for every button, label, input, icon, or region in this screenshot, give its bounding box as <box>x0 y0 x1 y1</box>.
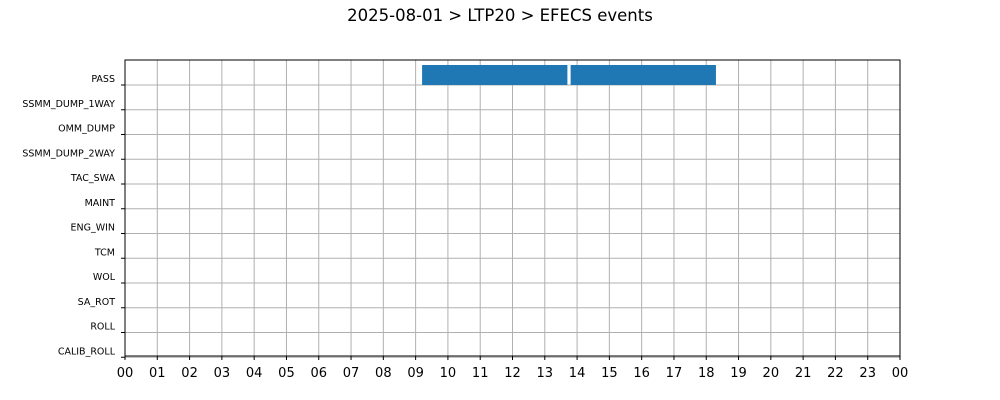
event-bars <box>422 65 716 85</box>
x-tick-label: 13 <box>537 366 554 381</box>
y-tick-label-wol: WOL <box>93 272 116 283</box>
x-tick-label: 02 <box>181 366 198 381</box>
x-tick-label: 18 <box>698 366 715 381</box>
x-tick-label: 10 <box>440 366 457 381</box>
x-tick-label: 00 <box>892 366 909 381</box>
y-tick-labels: PASS SSMM_DUMP_1WAY OMM_DUMP SSMM_DUMP_2WAY… <box>22 74 115 357</box>
x-tick-label: 17 <box>666 366 683 381</box>
x-tick-label: 04 <box>246 366 263 381</box>
event-bar-pass <box>422 65 568 85</box>
y-tick-label-tcm: TCM <box>94 247 115 258</box>
y-tick-label-ssmm-dump-2way: SSMM_DUMP_2WAY <box>22 148 115 159</box>
x-tick-label: 19 <box>730 366 747 381</box>
x-tick-label: 01 <box>149 366 166 381</box>
y-tick-label-sa-rot: SA_ROT <box>78 297 116 308</box>
axis-ticks <box>121 84 901 360</box>
y-tick-label-maint: MAINT <box>85 198 116 209</box>
x-tick-label: 09 <box>407 366 424 381</box>
x-tick-label: 00 <box>117 366 134 381</box>
x-tick-label: 08 <box>375 366 392 381</box>
x-tick-label: 15 <box>601 366 618 381</box>
x-tick-label: 05 <box>278 366 295 381</box>
x-tick-label: 20 <box>763 366 780 381</box>
y-tick-label-eng-win: ENG_WIN <box>70 223 115 234</box>
grid-lines <box>124 60 901 358</box>
x-tick-label: 11 <box>472 366 489 381</box>
x-tick-label: 06 <box>310 366 327 381</box>
event-bar-pass <box>570 65 716 85</box>
y-tick-label-pass: PASS <box>91 74 115 85</box>
x-tick-label: 12 <box>504 366 521 381</box>
x-tick-label: 07 <box>343 366 360 381</box>
x-tick-label: 21 <box>795 366 812 381</box>
x-tick-label: 03 <box>214 366 231 381</box>
chart-title: 2025-08-01 > LTP20 > EFECS events <box>347 6 653 25</box>
y-tick-label-ssmm-dump-1way: SSMM_DUMP_1WAY <box>22 99 115 110</box>
y-tick-label-roll: ROLL <box>90 322 115 333</box>
x-tick-label: 14 <box>569 366 586 381</box>
x-tick-label: 16 <box>633 366 650 381</box>
x-tick-label: 23 <box>859 366 876 381</box>
y-tick-label-tac-swa: TAC_SWA <box>70 173 116 184</box>
x-tick-labels: 00 01 02 03 04 05 06 07 08 09 10 11 12 13 14 15 16 17 18 19… <box>117 366 909 381</box>
x-tick-label: 22 <box>827 366 844 381</box>
y-tick-label-omm-dump: OMM_DUMP <box>58 124 115 135</box>
y-tick-label-calib-roll: CALIB_ROLL <box>58 346 116 357</box>
